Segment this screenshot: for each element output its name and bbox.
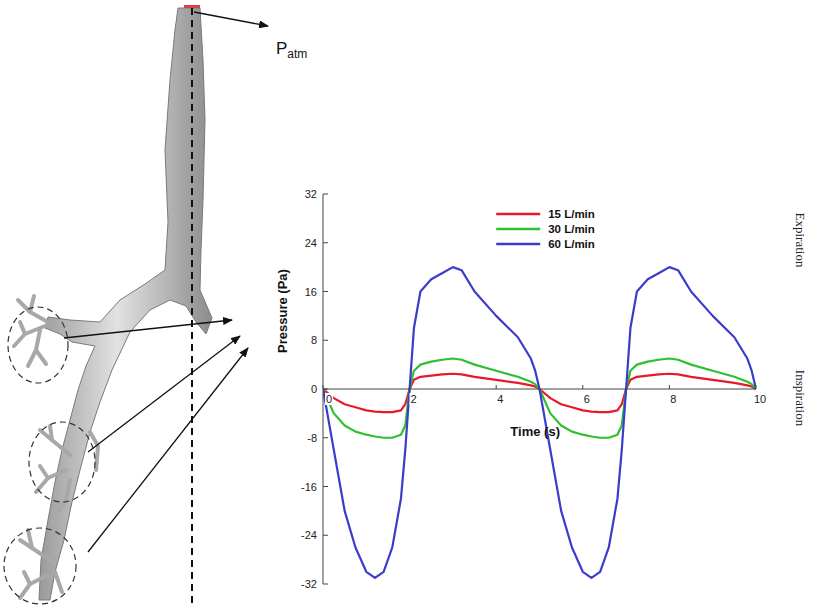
x-axis-title: Time (s) — [510, 424, 560, 439]
airway-branch — [58, 480, 70, 512]
outlet-circle — [4, 528, 76, 604]
x-tick — [582, 385, 583, 389]
legend-swatch — [496, 213, 540, 215]
y-tick — [323, 291, 328, 292]
airway-branch — [36, 350, 46, 364]
x-tick — [409, 385, 410, 389]
phase-label: Expiration — [793, 213, 808, 268]
x-axis — [323, 389, 756, 390]
label-patch — [496, 393, 504, 405]
arrow — [88, 348, 248, 552]
series-line — [323, 267, 756, 578]
figure: Patm-32-24-16-8081624320246810Pressure (… — [0, 0, 820, 610]
airway-branch — [30, 296, 34, 312]
outlet-circle — [8, 307, 68, 383]
inlet-label-main: P — [276, 39, 287, 58]
airway-branch — [40, 466, 48, 478]
x-tick — [669, 385, 670, 389]
chart: -32-24-16-8081624320246810Pressure (Pa)T… — [275, 188, 808, 590]
legend-label: 60 L/min — [548, 238, 595, 250]
x-tick — [496, 385, 497, 389]
x-tick-label: 4 — [497, 393, 503, 405]
label-patch — [669, 393, 677, 405]
y-tick-label: 0 — [311, 383, 317, 395]
y-axis-title: Pressure (Pa) — [275, 269, 290, 353]
x-tick-label: 2 — [411, 393, 417, 405]
x-tick — [323, 385, 324, 389]
legend-label: 15 L/min — [548, 208, 595, 220]
x-tick-label: 10 — [754, 393, 766, 405]
y-tick-label: -32 — [301, 578, 317, 590]
airway-branch — [20, 540, 50, 560]
y-tick — [323, 340, 328, 341]
x-tick-label: 0 — [326, 393, 332, 405]
airway-branch — [24, 572, 30, 584]
label-patch — [410, 393, 418, 405]
inlet-label: Patm — [276, 39, 307, 61]
inlet-label-sub: atm — [287, 47, 307, 61]
arrow — [64, 320, 232, 338]
legend: 15 L/min 30 L/min 60 L/min — [496, 208, 595, 250]
airway-branch — [36, 470, 66, 492]
y-tick-label: 8 — [311, 334, 317, 346]
arrow — [88, 336, 240, 452]
legend-label: 30 L/min — [548, 223, 595, 235]
airway-branch — [40, 430, 70, 455]
airway-branch — [55, 572, 62, 592]
y-tick-label: -16 — [301, 481, 317, 493]
x-tick — [756, 385, 757, 389]
airway-branch — [20, 322, 25, 334]
y-tick — [323, 194, 328, 195]
y-tick — [323, 242, 328, 243]
airway-shape — [39, 8, 212, 600]
airway-branch — [28, 330, 40, 366]
y-tick — [323, 584, 328, 585]
legend-swatch — [496, 243, 540, 245]
y-tick — [323, 535, 328, 536]
label-patch — [583, 393, 591, 405]
x-tick-label: 8 — [670, 393, 676, 405]
label-patch — [325, 393, 333, 405]
y-tick — [323, 486, 328, 487]
y-tick-label: -8 — [307, 432, 317, 444]
label-patch — [753, 393, 767, 405]
airway-illustration — [14, 8, 212, 600]
y-axis — [323, 194, 324, 584]
arrow — [194, 12, 268, 26]
outlet-circle — [29, 422, 95, 502]
y-tick — [323, 389, 328, 390]
legend-swatch — [496, 228, 540, 230]
phase-label: Inspiration — [793, 370, 808, 427]
inlet-mark — [184, 5, 200, 8]
y-tick-label: 24 — [305, 237, 317, 249]
airway-branch — [28, 530, 32, 548]
airway-branch — [50, 426, 52, 440]
y-tick-label: 16 — [305, 286, 317, 298]
y-tick-label: 32 — [305, 188, 317, 200]
x-tick-label: 6 — [584, 393, 590, 405]
centerline — [191, 8, 193, 604]
x-tick-labels: 0 2 4 6 8 10 — [325, 393, 767, 405]
y-tick-label: -24 — [301, 529, 317, 541]
y-tick — [323, 437, 328, 438]
airway-branch — [20, 575, 48, 598]
lines — [323, 267, 756, 578]
airway-branch — [90, 432, 98, 470]
